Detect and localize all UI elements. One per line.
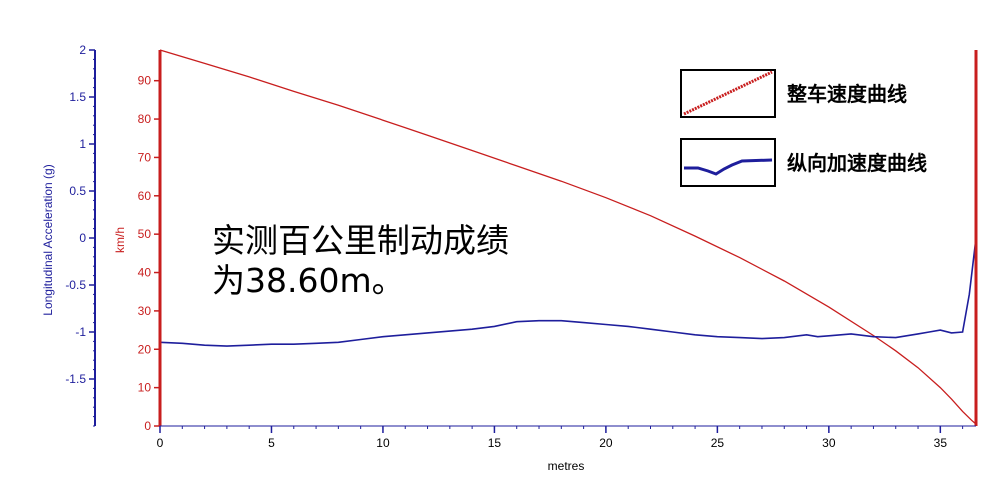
series-line-acceleration bbox=[159, 237, 977, 347]
legend-swatch-speed-line bbox=[683, 70, 773, 116]
series-line-speed bbox=[159, 49, 977, 425]
x-axis-tick-label-3: 15 bbox=[488, 436, 502, 450]
speed-axis-tick-label-4: 50 bbox=[138, 227, 152, 241]
speed-axis-tick-label-8: 10 bbox=[138, 381, 152, 395]
left-axis-tick-label-0: 2 bbox=[79, 43, 86, 57]
left-axis-tick-label-5: -0.5 bbox=[65, 278, 86, 292]
x-axis-title: metres bbox=[548, 459, 585, 473]
speed-axis-tick-label-3: 60 bbox=[138, 189, 152, 203]
left-axis-tick-label-4: 0 bbox=[79, 231, 86, 245]
left-axis-acceleration: 2 1.5 1 0.5 0 -0.5 -1 -1.5 bbox=[65, 43, 96, 427]
legend: 整车速度曲线 纵向加速度曲线 bbox=[680, 69, 927, 187]
x-axis-tick-label-7: 35 bbox=[934, 436, 948, 450]
left-axis-tick-label-7: -1.5 bbox=[65, 372, 86, 386]
series-layer bbox=[159, 49, 977, 425]
left-axis-tick-label-2: 1 bbox=[79, 137, 86, 151]
x-axis-tick-label-6: 30 bbox=[822, 436, 836, 450]
x-axis: 0 5 10 15 20 25 30 35 bbox=[157, 426, 964, 450]
legend-label-accel: 纵向加速度曲线 bbox=[787, 151, 927, 175]
speed-axis-tick-label-2: 70 bbox=[138, 150, 152, 164]
speed-axis-title: km/h bbox=[113, 227, 127, 253]
x-axis-tick-label-4: 20 bbox=[599, 436, 613, 450]
legend-label-speed: 整车速度曲线 bbox=[786, 82, 907, 106]
speed-axis: 90 80 70 60 50 40 30 20 10 0 bbox=[138, 74, 160, 433]
x-axis-tick-label-2: 10 bbox=[376, 436, 390, 450]
left-axis-tick-label-6: -1 bbox=[75, 325, 86, 339]
x-axis-tick-label-5: 25 bbox=[711, 436, 725, 450]
left-axis-tick-label-1: 1.5 bbox=[69, 90, 86, 104]
speed-axis-tick-label-7: 20 bbox=[138, 342, 152, 356]
speed-axis-tick-label-6: 30 bbox=[138, 304, 152, 318]
speed-axis-tick-label-0: 90 bbox=[138, 74, 152, 88]
annotation-line-1: 实测百公里制动成绩 bbox=[212, 221, 509, 260]
legend-swatch-accel bbox=[680, 138, 776, 187]
speed-axis-tick-label-9: 0 bbox=[144, 419, 151, 433]
speed-axis-tick-label-1: 80 bbox=[138, 112, 152, 126]
annotation-line-2: 为38.60m。 bbox=[212, 261, 405, 300]
speed-axis-tick-label-5: 40 bbox=[138, 266, 152, 280]
left-axis-title: Longitudinal Acceleration (g) bbox=[41, 164, 55, 315]
legend-swatch-accel-line bbox=[684, 158, 773, 176]
x-axis-tick-label-0: 0 bbox=[157, 436, 164, 450]
left-axis-tick-label-3: 0.5 bbox=[69, 184, 86, 198]
x-axis-tick-label-1: 5 bbox=[268, 436, 275, 450]
